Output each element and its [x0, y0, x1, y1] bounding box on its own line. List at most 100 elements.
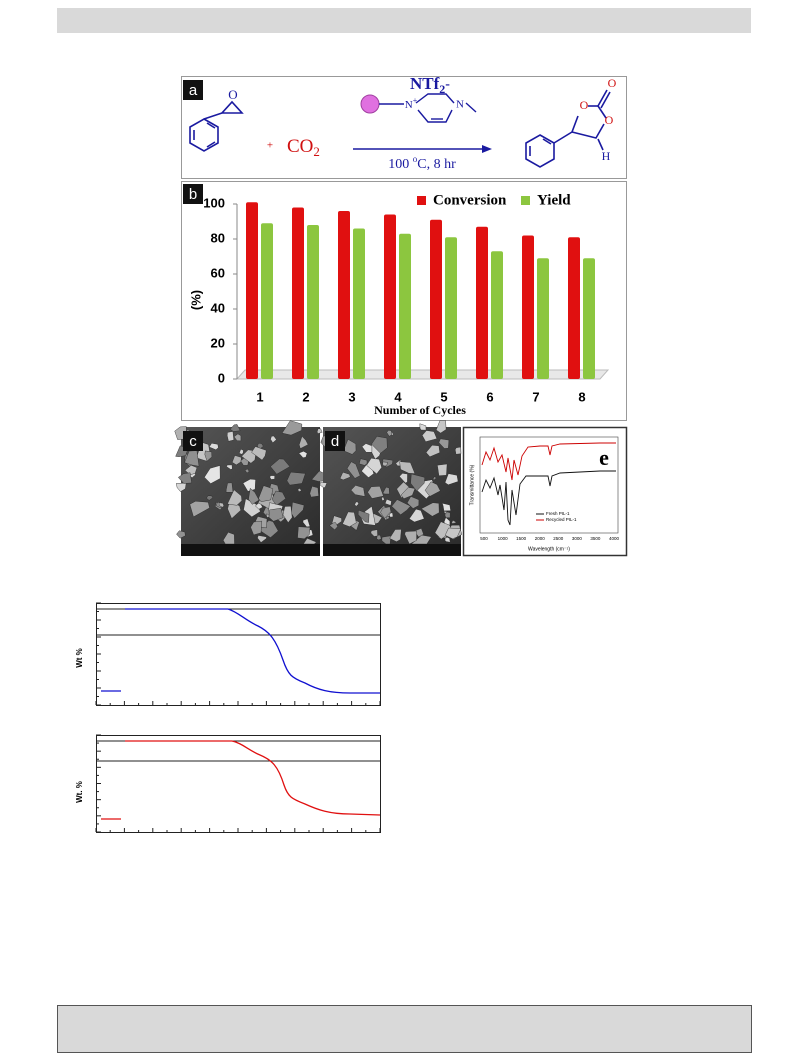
- sem-particle: [380, 506, 392, 519]
- sem-particle: [177, 472, 192, 484]
- panel-frame: [462, 426, 628, 557]
- x-tick-label: 1000: [498, 536, 509, 541]
- sem-particle: [384, 498, 392, 506]
- sem-particle: [298, 450, 308, 458]
- bar: [307, 225, 319, 379]
- sem-particle: [309, 485, 319, 498]
- sem-particle: [386, 516, 390, 520]
- atom-label: N: [456, 99, 464, 111]
- sem-particle: [233, 433, 242, 442]
- sem-particle: [381, 496, 385, 501]
- sem-particle: [382, 461, 388, 467]
- sem-particle: [425, 444, 441, 458]
- sem-particle: [329, 522, 338, 531]
- sem-particle: [281, 420, 303, 436]
- sem-particle: [184, 465, 198, 476]
- legend-label: Fresh PIL-1: [546, 511, 570, 516]
- bar: [261, 223, 273, 379]
- sem-particle: [271, 490, 286, 506]
- sem-particle: [302, 518, 311, 528]
- sem-particle: [400, 487, 416, 499]
- panel-b: b (%) Number of Cycles 0 20 40 60 80 100 1 2 3 4 5…: [181, 181, 627, 421]
- sem-particle: [342, 511, 357, 527]
- sem-particle: [444, 473, 459, 486]
- x-tick-label: 7: [532, 389, 539, 404]
- panel-label: c: [189, 433, 197, 450]
- product: [525, 89, 611, 168]
- panel-label: e: [599, 445, 609, 470]
- sem-particle: [354, 501, 359, 507]
- sem-info-bar: [323, 544, 461, 556]
- panel-d: d: [319, 420, 463, 556]
- bar: [338, 211, 350, 379]
- atom-label: N+: [405, 96, 418, 111]
- y-axis-label: (%): [188, 290, 203, 310]
- tga-curve: [125, 608, 380, 694]
- sem-particle: [367, 486, 384, 499]
- sem-particle: [437, 463, 448, 476]
- x-tick-label: 4000: [609, 536, 620, 541]
- sem-particle: [176, 530, 186, 539]
- sem-particle: [434, 521, 453, 540]
- sem-particle: [424, 481, 441, 497]
- sem-particle: [438, 438, 450, 449]
- sem-particle: [270, 458, 291, 475]
- sem-particle: [361, 443, 373, 453]
- panel-a: a O + CO2 100 oC, 8 hr NTf2- N+ N: [181, 74, 627, 179]
- bar: [537, 258, 549, 379]
- atom-label: O: [580, 98, 589, 112]
- support-bead: [360, 94, 380, 114]
- sem-particle: [319, 482, 328, 489]
- sem-particle: [230, 424, 241, 432]
- legend-label: Yield: [537, 192, 571, 208]
- sem-particle: [409, 508, 425, 523]
- panel-label-box: [183, 431, 203, 451]
- bar: [583, 258, 595, 379]
- sem-particle: [420, 502, 440, 517]
- x-tick-label: 1: [256, 389, 263, 404]
- x-tick-label: 5: [440, 389, 447, 404]
- sem-particle: [218, 502, 225, 508]
- sem-particle: [227, 501, 242, 519]
- sem-particle: [226, 464, 233, 470]
- sem-particle: [316, 428, 323, 434]
- sem-particle: [388, 512, 394, 518]
- atom-label: H: [602, 149, 611, 163]
- sem-particle: [386, 429, 393, 437]
- sem-particle: [343, 439, 357, 455]
- tga-curve: [125, 740, 381, 816]
- atom-label: O: [228, 87, 237, 102]
- sem-particle: [444, 527, 462, 540]
- panel-label: b: [189, 186, 197, 203]
- legend-label: Recycled PIL-1: [546, 517, 577, 522]
- header-bar: [57, 8, 751, 33]
- sem-particle: [227, 489, 243, 506]
- sem-particle: [298, 435, 309, 449]
- sem-particle: [346, 461, 361, 479]
- sem-particle: [399, 473, 408, 484]
- y-axis-label: Transmittance (%): [469, 464, 475, 505]
- bar: [476, 226, 488, 379]
- sem-particle: [269, 475, 275, 480]
- sem-particle: [432, 476, 437, 480]
- sem-particle: [226, 431, 235, 442]
- x-axis-label: Wavelength (cm⁻¹): [528, 546, 570, 552]
- ir-spectrum-recycled: [481, 442, 616, 481]
- panel-frame: [181, 76, 627, 179]
- sem-particle: [189, 500, 210, 518]
- atom-label: O: [605, 113, 614, 127]
- sem-particle: [410, 473, 426, 492]
- sem-particle: [358, 458, 368, 466]
- sem-particle: [357, 509, 370, 523]
- sem-particle: [242, 478, 256, 492]
- sem-particle: [270, 435, 277, 444]
- sem-particle: [406, 496, 420, 509]
- bar: [491, 251, 503, 379]
- conditions: 100 oC, 8 hr: [388, 154, 456, 172]
- arrow-head: [482, 145, 492, 153]
- x-tick-label: 2500: [553, 536, 564, 541]
- panel-label-box: [183, 80, 203, 100]
- reagent: CO2: [287, 136, 320, 159]
- sem-particle: [204, 465, 221, 484]
- legend-swatch: [417, 196, 426, 205]
